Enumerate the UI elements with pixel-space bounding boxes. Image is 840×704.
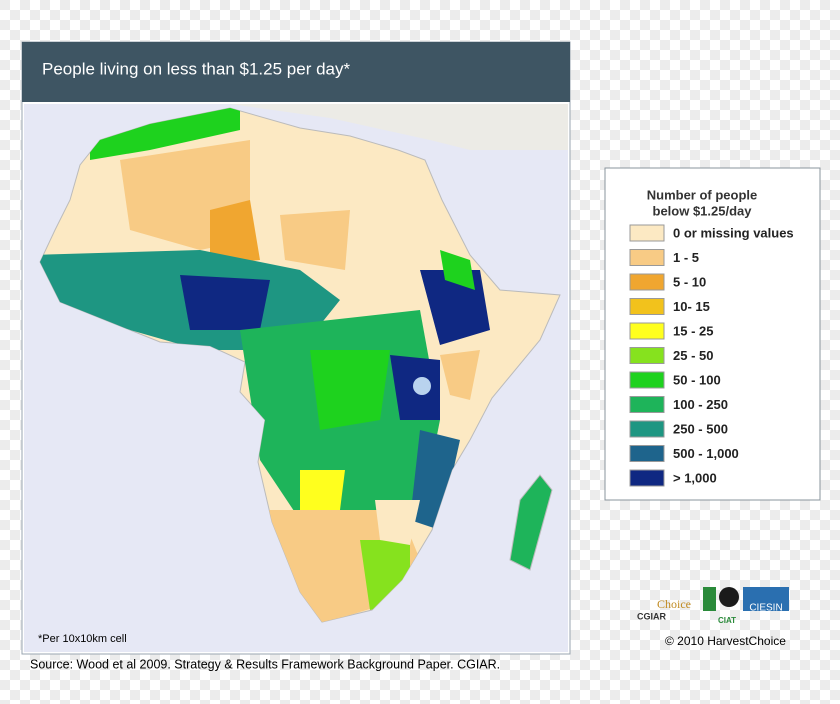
title-bar <box>22 42 570 102</box>
legend-title: below $1.25/day <box>653 203 753 218</box>
legend-label: 100 - 250 <box>673 397 728 412</box>
legend-label: 1 - 5 <box>673 250 699 265</box>
logo-ciesin-text: CIESIN <box>749 603 782 614</box>
logo-harvestchoice: Choice <box>657 597 691 611</box>
legend-label: 5 - 10 <box>673 274 706 289</box>
legend-swatch <box>629 469 665 487</box>
legend-label: 50 - 100 <box>673 372 721 387</box>
map-title: People living on less than $1.25 per day… <box>42 59 350 78</box>
lake-victoria <box>413 377 431 395</box>
legend-swatch <box>629 347 665 364</box>
legend-swatch <box>629 445 665 462</box>
legend-label: 15 - 25 <box>673 323 713 338</box>
logo-ifpri <box>703 587 716 611</box>
footnote: *Per 10x10km cell <box>38 633 127 645</box>
legend-swatch <box>629 420 665 438</box>
legend-label: 0 or missing values <box>673 225 794 240</box>
legend-swatch <box>629 396 665 413</box>
logo-ciesin <box>743 587 789 611</box>
legend-label: > 1,000 <box>673 470 717 485</box>
legend-swatch <box>629 298 665 315</box>
logos <box>703 587 789 611</box>
legend-label: 10- 15 <box>673 299 710 314</box>
logo-worldbank <box>719 587 739 607</box>
europe <box>24 104 568 150</box>
legend-label: 250 - 500 <box>673 421 728 436</box>
source: Source: Wood et al 2009. Strategy & Resu… <box>30 657 500 671</box>
legend-swatch <box>629 322 665 340</box>
legend-swatch <box>629 273 665 291</box>
legend-label: 500 - 1,000 <box>673 446 739 461</box>
legend-swatch <box>629 249 665 266</box>
madagascar <box>509 474 553 571</box>
logo-ciat: CIAT <box>718 616 736 625</box>
logo-cgiar: CGIAR <box>637 611 667 621</box>
copyright: © 2010 HarvestChoice <box>665 634 786 648</box>
legend-swatch <box>629 371 665 389</box>
legend-title: Number of people <box>647 187 758 202</box>
legend-swatch <box>629 224 665 242</box>
legend-label: 25 - 50 <box>673 348 713 363</box>
